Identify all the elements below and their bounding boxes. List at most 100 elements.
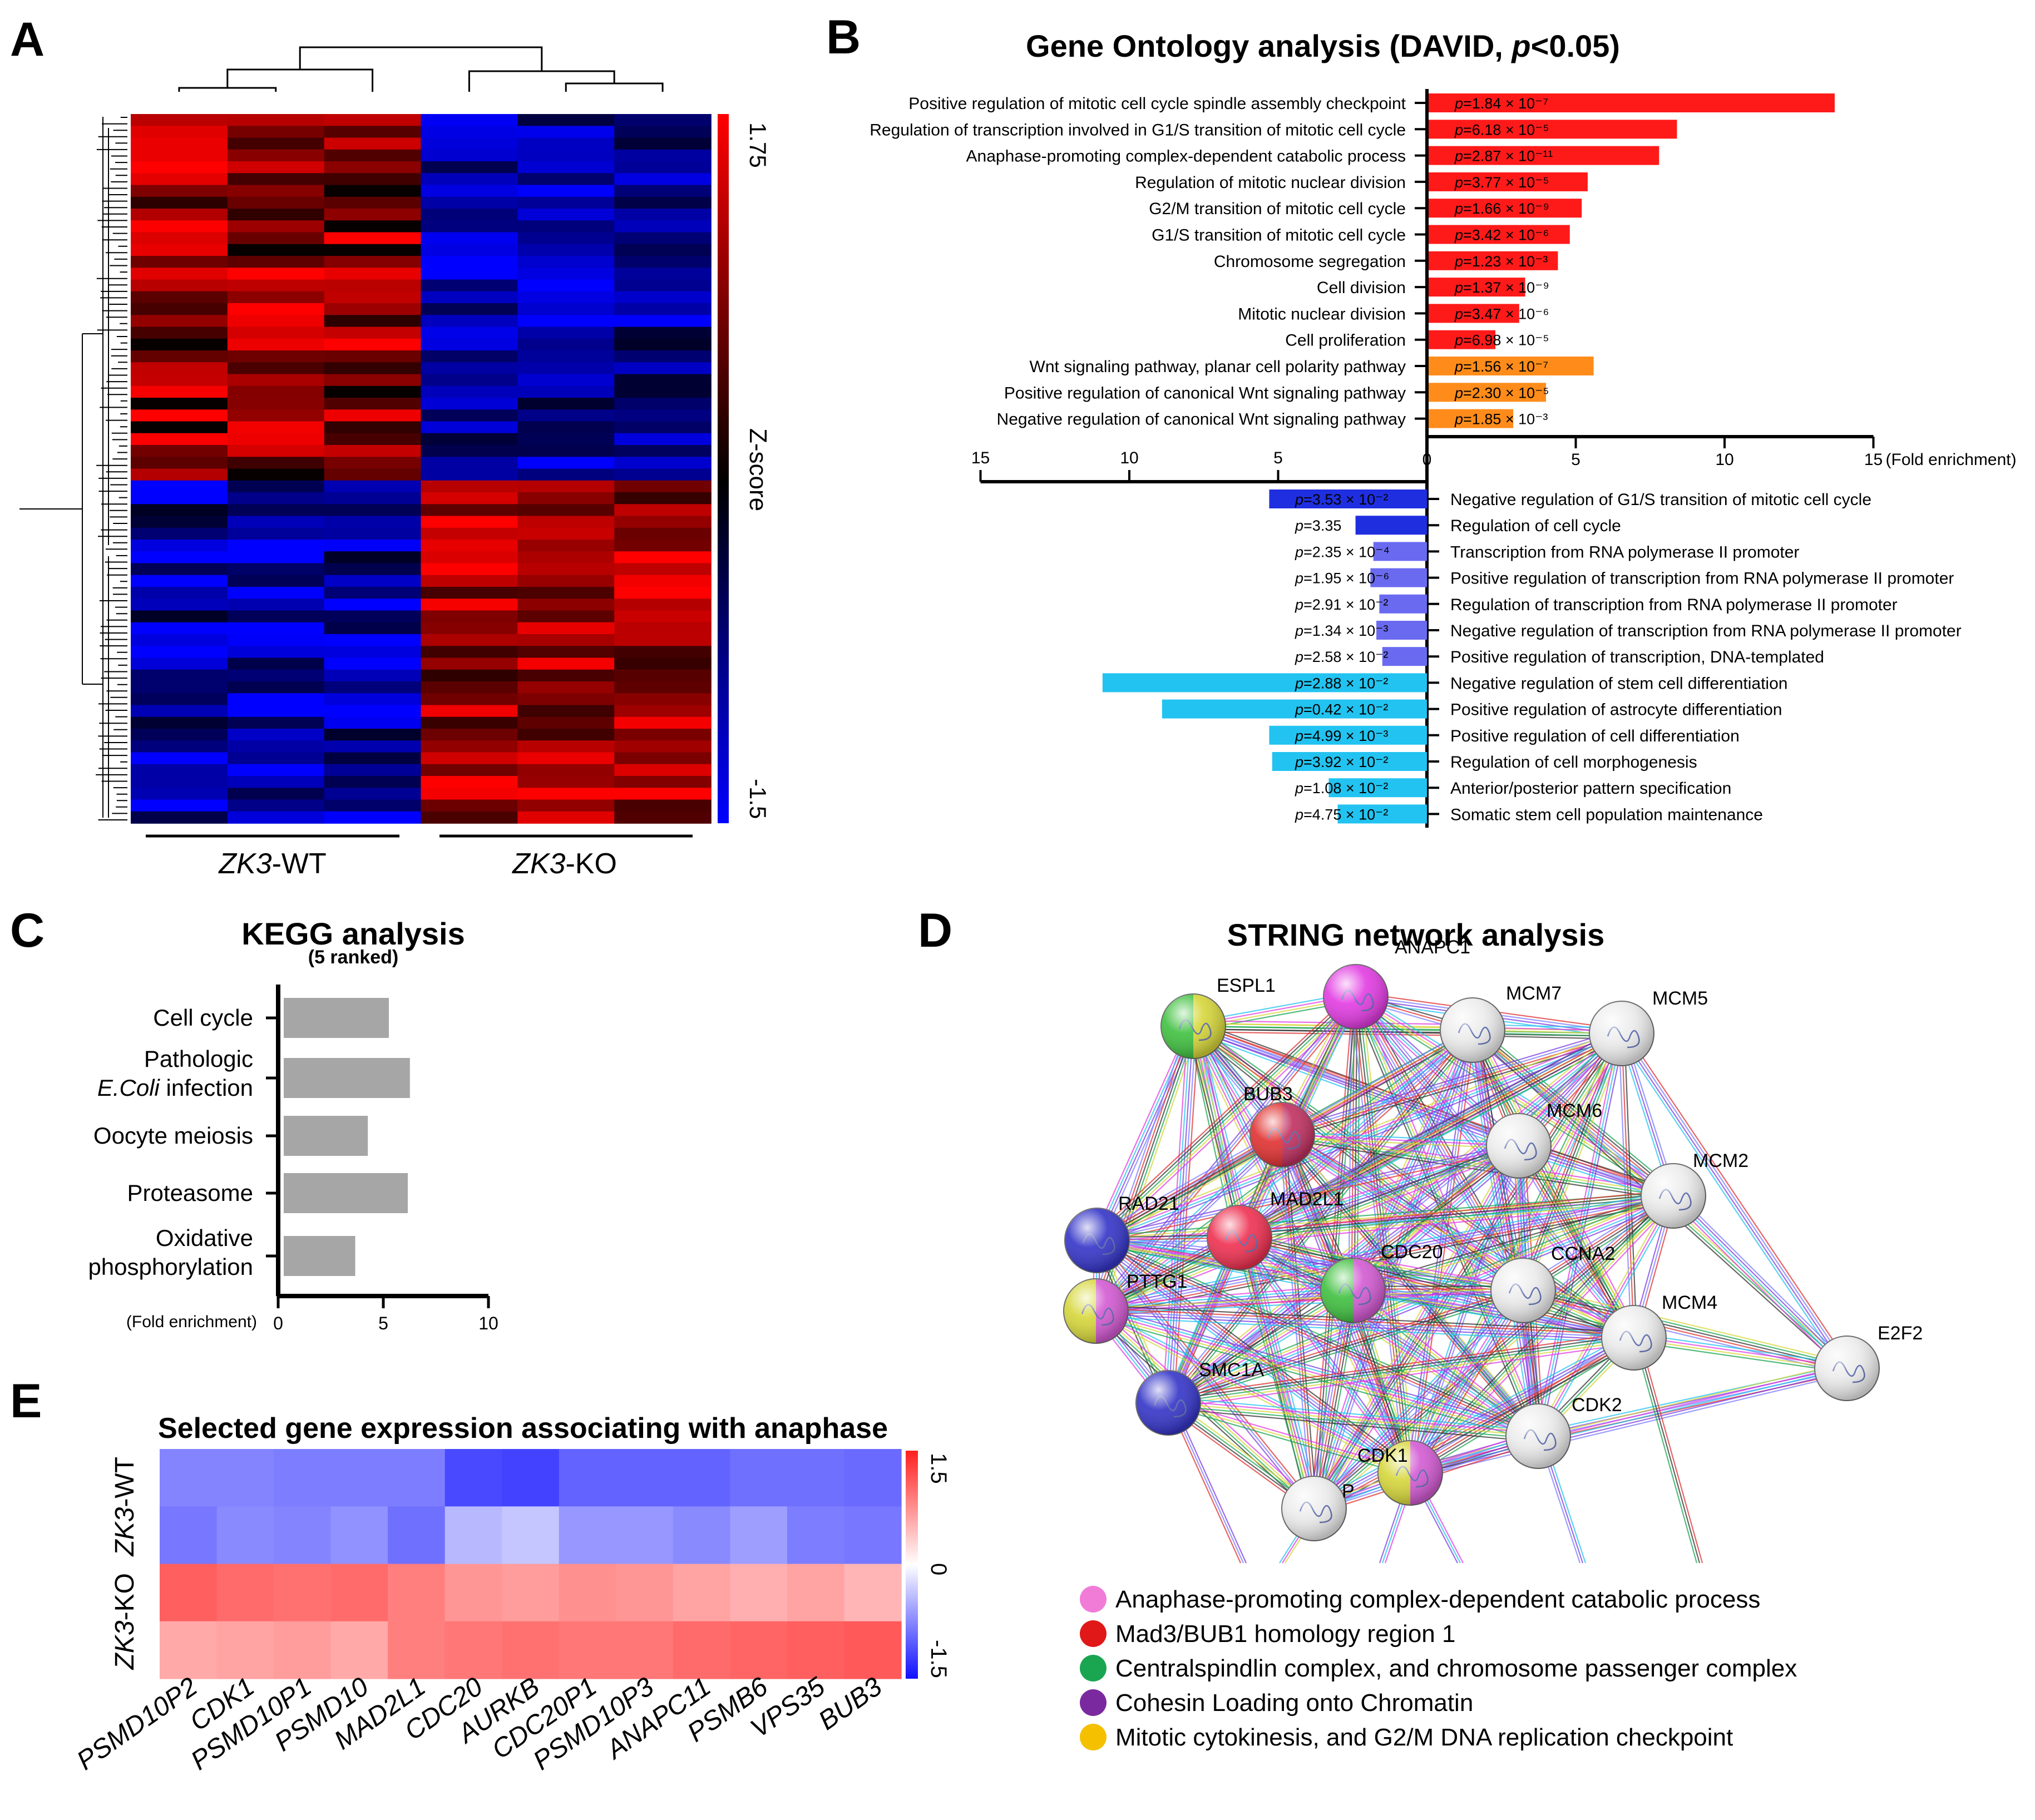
heatmap-a-cell — [517, 764, 615, 777]
legend-swatch — [1080, 1620, 1107, 1647]
network-edge — [1236, 1242, 1536, 1442]
network-edge — [1237, 1238, 1313, 1509]
heatmap-a-cell — [421, 338, 518, 351]
p-symbol: p — [1454, 95, 1463, 112]
heatmap-a-cell — [421, 551, 518, 564]
heatmap-a-cell — [324, 457, 422, 469]
heatmap-a-cell — [614, 516, 712, 528]
heatmap-e-cell — [160, 1564, 218, 1622]
heatmap-a-cell — [131, 173, 228, 186]
heatmap-a-cell — [227, 315, 325, 328]
p-value: =2.35 × 10⁻⁴ — [1303, 543, 1390, 560]
heatmap-a-cell — [614, 161, 712, 174]
network-edge — [1096, 1143, 1519, 1239]
heatmap-a-cell — [614, 729, 712, 741]
node-label: PTTG1 — [1127, 1271, 1188, 1292]
heatmap-e-cell — [673, 1621, 730, 1679]
heatmap-a-cell — [324, 279, 422, 292]
node-label: CDC20 — [1381, 1242, 1443, 1263]
heatmap-a-cell — [131, 492, 228, 505]
go-down-pvalue: p=4.75 × 10⁻² — [1295, 806, 1388, 823]
heatmap-a-cell — [324, 232, 422, 245]
network-edge — [1164, 1026, 1192, 1403]
heatmap-a-cell — [614, 338, 712, 351]
heatmap-e-cell — [730, 1449, 788, 1507]
node-shine-overlay — [1207, 1205, 1272, 1270]
panel-c-kegg-chart: KEGG analysis(5 ranked) 0 5 10 (Fold enrichm… — [88, 916, 498, 1333]
heatmap-e-cell — [787, 1621, 845, 1679]
network-edge — [1353, 1287, 1635, 1336]
node-shine-overlay — [1815, 1336, 1879, 1401]
go-down-term: Positive regulation of transcription, DN… — [1450, 648, 1824, 666]
network-edge — [1522, 1292, 1847, 1372]
legend-swatch — [1080, 1586, 1107, 1613]
heatmap-a-cell — [421, 350, 518, 363]
row-label-suffix: -WT — [110, 1457, 140, 1507]
heatmap-a-cell — [324, 634, 422, 647]
network-edge — [1191, 1031, 1517, 1152]
p-symbol: p — [1454, 358, 1463, 375]
network-edge — [1168, 1404, 1538, 1440]
network-edge — [1168, 1033, 1622, 1403]
heatmap-a-cell — [324, 669, 422, 682]
heatmap-a-cell — [131, 303, 228, 316]
heatmap-a-cell — [614, 409, 712, 422]
node-label: ESPL1 — [1217, 975, 1276, 996]
heatmap-e-cell — [673, 1564, 730, 1622]
heatmap-a-cell — [324, 764, 422, 777]
heatmap-a-cell — [614, 445, 712, 458]
string-title: STRING network analysis — [1227, 917, 1604, 952]
node-label: CDK1 — [1357, 1445, 1408, 1466]
go-up-pvalue: p=1.37 × 10⁻⁹ — [1454, 279, 1549, 296]
heatmap-a-cell — [614, 599, 712, 611]
heatmap-a-cell — [131, 385, 228, 398]
p-symbol: p — [1295, 570, 1303, 587]
heatmap-a-cell — [614, 622, 712, 635]
network-edge — [1093, 1024, 1191, 1239]
go-up-pvalue: p=6.18 × 10⁻⁵ — [1454, 121, 1549, 138]
network-edge — [1406, 1193, 1671, 1471]
heatmap-a-cell — [131, 244, 228, 256]
heatmap-a-cell — [131, 693, 228, 706]
go-down-term: Regulation of cell morphogenesis — [1450, 753, 1697, 771]
network-edge — [1412, 1030, 1476, 1473]
heatmap-a-cell — [614, 327, 712, 339]
network-edge — [1617, 1035, 1844, 1371]
heatmap-a-cell — [227, 385, 325, 398]
heatmap-a-cell — [614, 126, 712, 139]
heatmap-a-cell — [614, 185, 712, 197]
heatmap-a-cell — [517, 646, 615, 659]
heatmap-a-cell — [324, 327, 422, 339]
network-edge — [1094, 994, 1355, 1239]
heatmap-a-cell — [324, 256, 422, 269]
p-symbol: p — [1295, 806, 1303, 823]
heatmap-a-cell — [421, 799, 518, 812]
kegg-category-label: Oxidative — [156, 1225, 253, 1251]
heatmap-a-cell — [227, 788, 325, 800]
heatmap-a-cell — [517, 788, 615, 800]
network-edge — [1239, 1237, 1634, 1339]
heatmap-a-cell — [614, 480, 712, 493]
p-value: =1.66 × 10⁻⁹ — [1463, 200, 1549, 217]
network-edge — [1098, 998, 1359, 1243]
network-edge — [1410, 1290, 1524, 1473]
p-symbol: p — [1454, 148, 1463, 165]
heatmap-a-cell — [614, 220, 712, 233]
network-edge — [1167, 1404, 1410, 1476]
heatmap-a-cell — [421, 185, 518, 197]
heatmap-a-cell — [517, 457, 615, 469]
heatmap-a-cell — [614, 646, 712, 659]
p-value: =4.75 × 10⁻² — [1303, 806, 1388, 823]
heatmap-a-cell — [227, 587, 325, 600]
network-edge — [1167, 1026, 1194, 1403]
heatmap-a-cell — [131, 575, 228, 587]
go-up-term: Regulation of mitotic nuclear division — [1135, 174, 1406, 192]
heatmap-e-cell — [388, 1564, 446, 1622]
network-edge — [1636, 1337, 1701, 1564]
heatmap-a-cell — [421, 433, 518, 446]
group-label-gene: ZK3 — [511, 848, 565, 880]
p-symbol: p — [1295, 754, 1303, 770]
heatmap-a-cell — [131, 610, 228, 623]
node-label: P — [1342, 1481, 1355, 1502]
heatmap-a-cell — [421, 646, 518, 659]
